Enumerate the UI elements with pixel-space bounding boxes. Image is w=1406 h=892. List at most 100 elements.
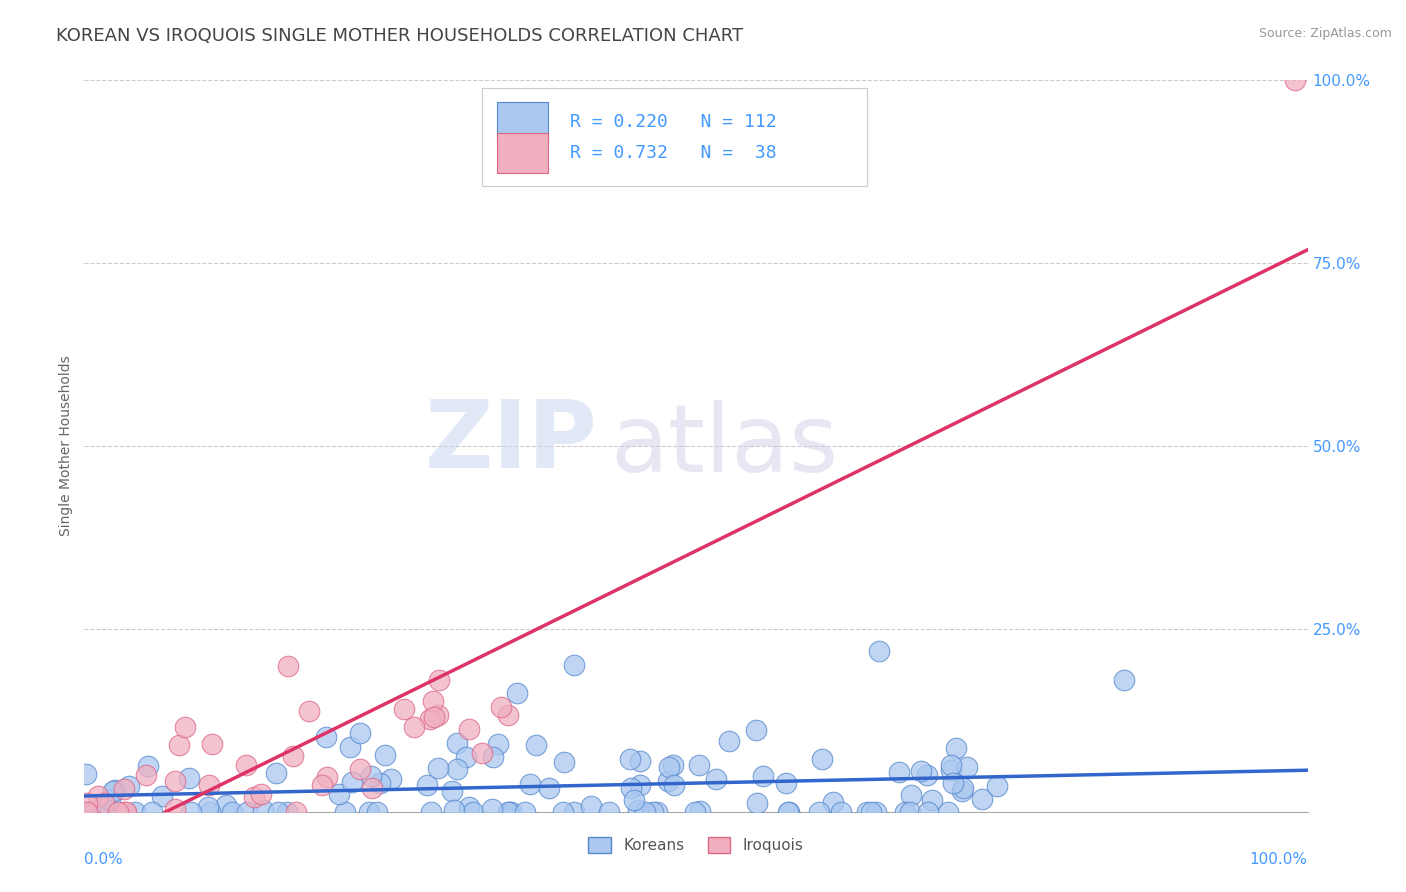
Point: [627, 803, 650, 817]
Point: [463, 805, 485, 819]
Point: [915, 768, 938, 782]
Point: [641, 805, 664, 819]
Point: [249, 787, 271, 801]
Text: ZIP: ZIP: [425, 396, 598, 488]
Point: [150, 789, 173, 804]
Point: [458, 723, 481, 737]
Point: [264, 766, 287, 780]
Point: [519, 777, 541, 791]
Point: [458, 800, 481, 814]
Point: [956, 760, 979, 774]
Point: [482, 750, 505, 764]
Point: [93, 797, 115, 812]
Y-axis label: Single Mother Households: Single Mother Households: [59, 356, 73, 536]
Point: [419, 712, 441, 726]
Point: [745, 796, 768, 810]
Point: [496, 805, 519, 819]
Point: [339, 739, 361, 754]
Point: [276, 805, 298, 819]
Point: [284, 805, 307, 819]
Point: [366, 805, 388, 819]
Point: [135, 768, 157, 782]
Point: [392, 701, 415, 715]
Text: KOREAN VS IROQUOIS SINGLE MOTHER HOUSEHOLDS CORRELATION CHART: KOREAN VS IROQUOIS SINGLE MOTHER HOUSEHO…: [56, 27, 744, 45]
Point: [647, 805, 669, 819]
Point: [349, 762, 371, 776]
Point: [446, 736, 468, 750]
Text: Source: ZipAtlas.com: Source: ZipAtlas.com: [1258, 27, 1392, 40]
Point: [360, 769, 382, 783]
Point: [664, 778, 686, 792]
Point: [446, 762, 468, 776]
Point: [180, 805, 202, 819]
Text: R = 0.220   N = 112: R = 0.220 N = 112: [569, 113, 776, 131]
Point: [538, 780, 561, 795]
Point: [579, 798, 602, 813]
Text: atlas: atlas: [610, 400, 838, 492]
Point: [869, 644, 891, 658]
Point: [657, 773, 679, 788]
Point: [76, 796, 98, 810]
Point: [910, 764, 932, 778]
Text: 0.0%: 0.0%: [84, 852, 124, 867]
Point: [865, 805, 887, 819]
Point: [986, 779, 1008, 793]
Point: [315, 770, 337, 784]
Point: [114, 805, 136, 819]
Point: [419, 805, 441, 819]
Point: [471, 746, 494, 760]
Point: [221, 805, 243, 819]
Point: [98, 793, 121, 807]
Point: [76, 805, 98, 819]
Point: [117, 779, 139, 793]
Point: [277, 659, 299, 673]
Point: [553, 756, 575, 770]
Point: [75, 767, 97, 781]
Point: [380, 772, 402, 787]
Point: [201, 737, 224, 751]
Point: [662, 758, 685, 772]
Point: [620, 781, 643, 796]
Point: [745, 723, 768, 737]
Point: [114, 805, 136, 819]
Point: [526, 738, 548, 752]
Point: [717, 734, 740, 748]
FancyBboxPatch shape: [496, 103, 548, 143]
Point: [177, 771, 200, 785]
Point: [266, 805, 288, 819]
Point: [124, 805, 146, 819]
Point: [198, 778, 221, 792]
Point: [775, 776, 797, 790]
Point: [361, 781, 384, 796]
Point: [810, 752, 832, 766]
Point: [93, 797, 115, 811]
Point: [894, 805, 917, 819]
Point: [333, 805, 356, 819]
Point: [368, 776, 391, 790]
Point: [778, 805, 800, 819]
Point: [486, 737, 509, 751]
Point: [939, 758, 962, 772]
Point: [619, 752, 641, 766]
Point: [328, 787, 350, 801]
Point: [76, 805, 98, 819]
Point: [402, 720, 425, 734]
Point: [1284, 73, 1306, 87]
Point: [970, 791, 993, 805]
Point: [340, 774, 363, 789]
Point: [107, 805, 129, 819]
Point: [440, 784, 463, 798]
Point: [598, 805, 620, 819]
Point: [823, 795, 845, 809]
Point: [423, 710, 446, 724]
Point: [900, 788, 922, 802]
Point: [491, 699, 513, 714]
Point: [778, 805, 800, 819]
Point: [427, 673, 450, 688]
Point: [917, 805, 939, 819]
Point: [315, 730, 337, 744]
Point: [830, 805, 852, 819]
Point: [101, 784, 124, 798]
Point: [87, 789, 110, 804]
Point: [87, 805, 110, 819]
